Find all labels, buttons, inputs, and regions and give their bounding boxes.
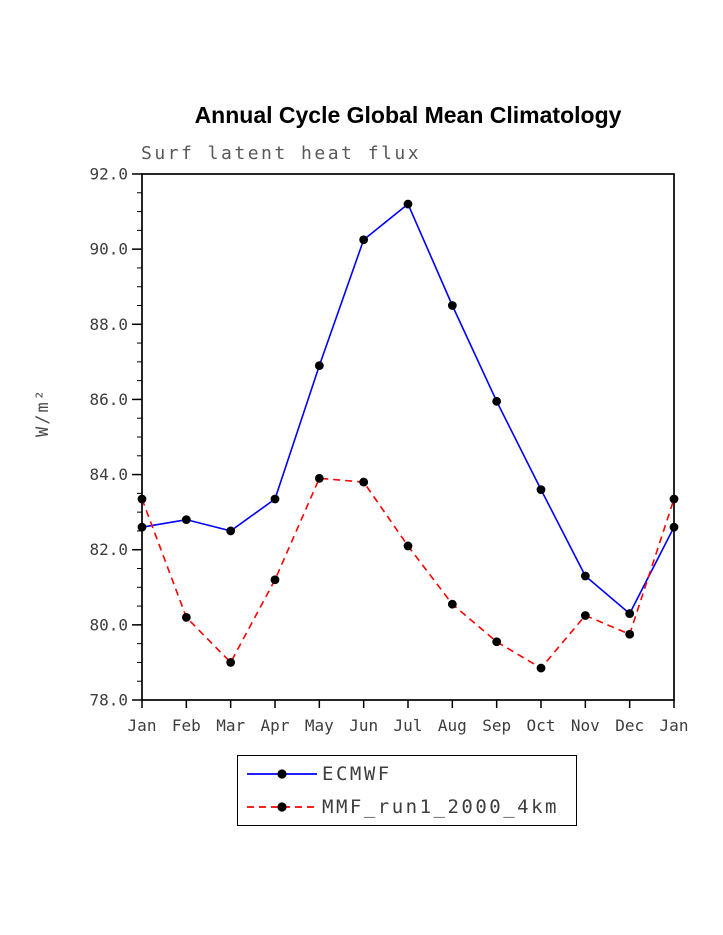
x-tick-label: Mar xyxy=(216,716,245,735)
legend-label-ecmwf: ECMWF xyxy=(322,763,392,785)
x-tick-label: Nov xyxy=(571,716,600,735)
y-tick-label: 88.0 xyxy=(89,315,128,334)
series-line-0 xyxy=(141,202,675,615)
legend-item-mmf: MMF_run1_2000_4km xyxy=(245,791,576,824)
legend-marker-icon xyxy=(277,769,287,779)
data-point-marker xyxy=(403,541,413,551)
data-point-marker xyxy=(669,522,679,532)
legend-sample-mmf xyxy=(247,802,317,812)
y-tick-label: 84.0 xyxy=(89,465,128,484)
data-point-marker xyxy=(314,361,324,371)
data-point-marker xyxy=(270,494,280,504)
x-tick-label: Apr xyxy=(261,716,290,735)
x-tick-label: Sep xyxy=(482,716,511,735)
data-point-marker xyxy=(137,522,147,532)
legend-marker-icon xyxy=(277,802,287,812)
x-tick-label: Jan xyxy=(128,716,157,735)
data-point-marker xyxy=(669,494,679,504)
y-tick-label: 78.0 xyxy=(89,691,128,710)
data-point-marker xyxy=(226,526,236,536)
y-tick-label: 90.0 xyxy=(89,240,128,259)
data-point-marker xyxy=(181,612,191,622)
data-point-marker xyxy=(580,571,590,581)
x-tick-label: Dec xyxy=(615,716,644,735)
data-point-marker xyxy=(181,515,191,525)
data-point-marker xyxy=(536,485,546,494)
data-point-marker xyxy=(492,637,502,647)
legend-label-mmf: MMF_run1_2000_4km xyxy=(322,796,559,818)
x-tick-label: Jan xyxy=(660,716,689,735)
data-point-marker xyxy=(447,301,457,310)
legend-item-ecmwf: ECMWF xyxy=(245,758,576,791)
data-point-marker xyxy=(137,494,147,504)
legend-sample-ecmwf xyxy=(247,769,317,779)
y-tick-label: 86.0 xyxy=(89,390,128,409)
data-point-marker xyxy=(314,473,324,483)
plot-frame xyxy=(141,173,675,701)
x-tick-label: Jul xyxy=(394,716,423,735)
chart-title: Annual Cycle Global Mean Climatology xyxy=(194,102,622,128)
data-point-marker xyxy=(226,658,236,667)
data-point-marker xyxy=(270,575,280,585)
x-tick-label: Feb xyxy=(172,716,201,735)
data-point-marker xyxy=(447,599,457,609)
data-point-marker xyxy=(536,663,546,673)
data-point-marker xyxy=(492,396,502,406)
chart-subtitle: Surf latent heat flux xyxy=(141,143,422,164)
data-point-marker xyxy=(359,235,369,245)
x-tick-label: May xyxy=(305,716,334,735)
y-tick-label: 82.0 xyxy=(89,540,128,559)
x-tick-label: Aug xyxy=(438,716,467,735)
data-point-marker xyxy=(403,199,413,209)
y-tick-label: 80.0 xyxy=(89,615,128,634)
data-point-marker xyxy=(580,611,590,620)
data-point-marker xyxy=(625,609,635,618)
legend: ECMWF MMF_run1_2000_4km xyxy=(237,755,577,826)
x-tick-label: Oct xyxy=(527,716,556,735)
series-line-1 xyxy=(141,477,675,670)
x-tick-label: Jun xyxy=(349,716,378,735)
data-point-marker xyxy=(625,629,635,639)
data-point-marker xyxy=(359,477,369,487)
y-tick-label: 92.0 xyxy=(89,165,128,184)
